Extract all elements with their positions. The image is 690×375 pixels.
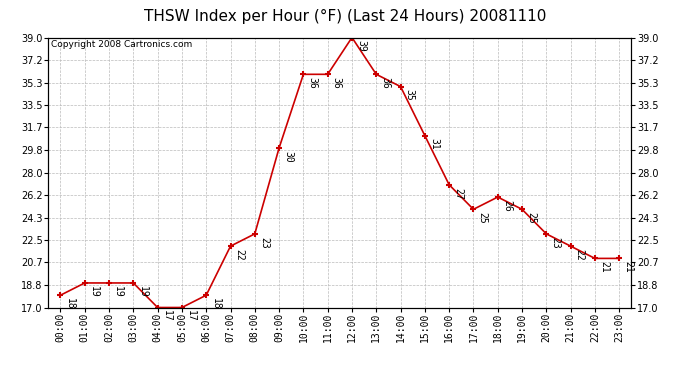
Text: 27: 27 — [453, 188, 463, 199]
Text: 30: 30 — [284, 151, 293, 162]
Text: 22: 22 — [235, 249, 245, 261]
Text: 25: 25 — [526, 212, 536, 224]
Text: 22: 22 — [575, 249, 585, 261]
Text: 36: 36 — [332, 77, 342, 89]
Text: 36: 36 — [380, 77, 391, 89]
Text: 39: 39 — [356, 40, 366, 52]
Text: 23: 23 — [259, 237, 269, 248]
Text: 35: 35 — [405, 89, 415, 101]
Text: 19: 19 — [113, 286, 124, 297]
Text: 21: 21 — [623, 261, 633, 273]
Text: 21: 21 — [599, 261, 609, 273]
Text: 18: 18 — [65, 298, 75, 310]
Text: 36: 36 — [308, 77, 317, 89]
Text: 17: 17 — [161, 310, 172, 322]
Text: 19: 19 — [137, 286, 148, 297]
Text: 19: 19 — [89, 286, 99, 297]
Text: Copyright 2008 Cartronics.com: Copyright 2008 Cartronics.com — [51, 40, 193, 49]
Text: 26: 26 — [502, 200, 512, 211]
Text: 25: 25 — [477, 212, 488, 224]
Text: THSW Index per Hour (°F) (Last 24 Hours) 20081110: THSW Index per Hour (°F) (Last 24 Hours)… — [144, 9, 546, 24]
Text: 23: 23 — [551, 237, 560, 248]
Text: 18: 18 — [210, 298, 220, 310]
Text: 17: 17 — [186, 310, 196, 322]
Text: 31: 31 — [429, 138, 439, 150]
